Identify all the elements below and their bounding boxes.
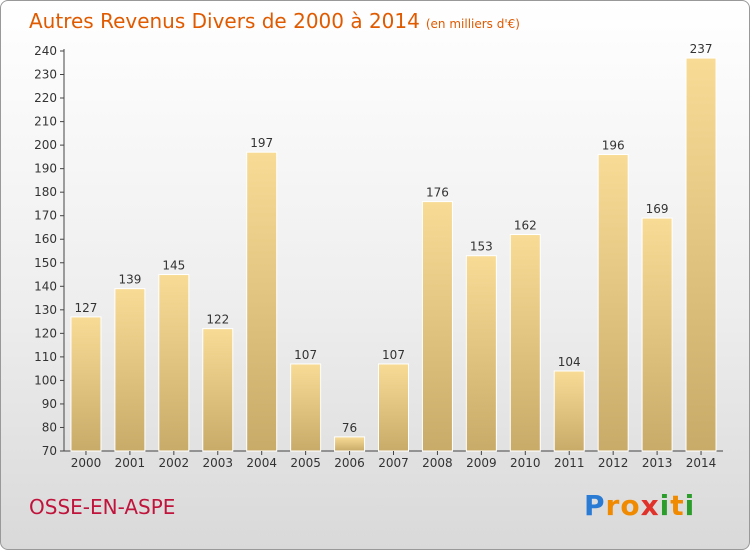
bar <box>70 316 102 452</box>
logo-letter: x <box>640 489 660 522</box>
bar-value-label: 104 <box>558 355 581 369</box>
y-tick-label: 90 <box>42 397 57 411</box>
bar-value-label: 176 <box>426 186 449 200</box>
y-tick-label: 150 <box>34 256 57 270</box>
y-tick-label: 220 <box>34 91 57 105</box>
proxiti-logo: Proxiti <box>584 489 695 522</box>
x-tick-label: 2014 <box>686 456 717 470</box>
x-tick-label: 2008 <box>422 456 453 470</box>
bar <box>202 328 234 452</box>
bar-value-label: 76 <box>342 421 357 435</box>
bar <box>685 57 717 452</box>
y-tick-label: 130 <box>34 303 57 317</box>
bar-value-label: 197 <box>250 136 273 150</box>
y-tick-label: 100 <box>34 373 57 387</box>
logo-letter: i <box>684 489 696 522</box>
x-tick-label: 2002 <box>159 456 190 470</box>
logo-letter: r <box>605 489 621 522</box>
bar <box>158 274 190 452</box>
y-tick-label: 180 <box>34 185 57 199</box>
bar <box>553 370 585 452</box>
bar-value-label: 107 <box>382 348 405 362</box>
y-tick-label: 240 <box>34 44 57 58</box>
logo-letter: o <box>620 489 641 522</box>
x-tick-label: 2013 <box>642 456 673 470</box>
x-tick-label: 2010 <box>510 456 541 470</box>
y-tick-label: 210 <box>34 115 57 129</box>
x-tick-label: 2005 <box>290 456 321 470</box>
x-tick-label: 2006 <box>334 456 365 470</box>
logo-letter: i <box>659 489 671 522</box>
bar <box>509 234 541 452</box>
y-tick-label: 190 <box>34 162 57 176</box>
y-tick-label: 110 <box>34 350 57 364</box>
bar-value-label: 162 <box>514 219 537 233</box>
bar <box>465 255 497 452</box>
y-tick-label: 120 <box>34 326 57 340</box>
bar-value-label: 122 <box>206 313 229 327</box>
x-tick-label: 2003 <box>202 456 233 470</box>
bar-value-label: 107 <box>294 348 317 362</box>
y-tick-label: 160 <box>34 232 57 246</box>
x-tick-label: 2009 <box>466 456 497 470</box>
bar <box>246 151 278 452</box>
y-tick-label: 230 <box>34 68 57 82</box>
logo-letter: P <box>584 489 606 522</box>
logo-letter: t <box>670 489 685 522</box>
bar <box>641 217 673 452</box>
y-tick-label: 170 <box>34 209 57 223</box>
x-tick-label: 2007 <box>378 456 409 470</box>
y-tick-label: 200 <box>34 138 57 152</box>
bar <box>378 363 409 452</box>
y-tick-label: 80 <box>42 420 57 434</box>
commune-name: OSSE-EN-ASPE <box>29 495 176 519</box>
bar <box>114 288 146 452</box>
chart-subtitle: (en milliers d'€) <box>425 17 520 31</box>
bar <box>290 363 322 452</box>
bar <box>421 201 453 452</box>
y-tick-label: 70 <box>42 444 57 458</box>
chart-title: Autres Revenus Divers de 2000 à 2014 (en … <box>29 9 520 33</box>
bar <box>334 436 366 452</box>
bar-value-label: 127 <box>75 301 98 315</box>
bar <box>597 154 629 452</box>
x-tick-label: 2004 <box>246 456 277 470</box>
x-tick-label: 2011 <box>554 456 585 470</box>
x-tick-label: 2012 <box>598 456 629 470</box>
bar-value-label: 237 <box>690 42 713 56</box>
bar-value-label: 145 <box>162 259 185 273</box>
y-tick-label: 140 <box>34 279 57 293</box>
bar-value-label: 169 <box>646 202 669 216</box>
x-tick-label: 2000 <box>71 456 102 470</box>
title-text: Autres Revenus Divers de 2000 à 2014 <box>29 9 420 33</box>
bar-value-label: 139 <box>118 273 141 287</box>
bar-value-label: 153 <box>470 240 493 254</box>
bar-value-label: 196 <box>602 139 625 153</box>
x-tick-label: 2001 <box>115 456 146 470</box>
